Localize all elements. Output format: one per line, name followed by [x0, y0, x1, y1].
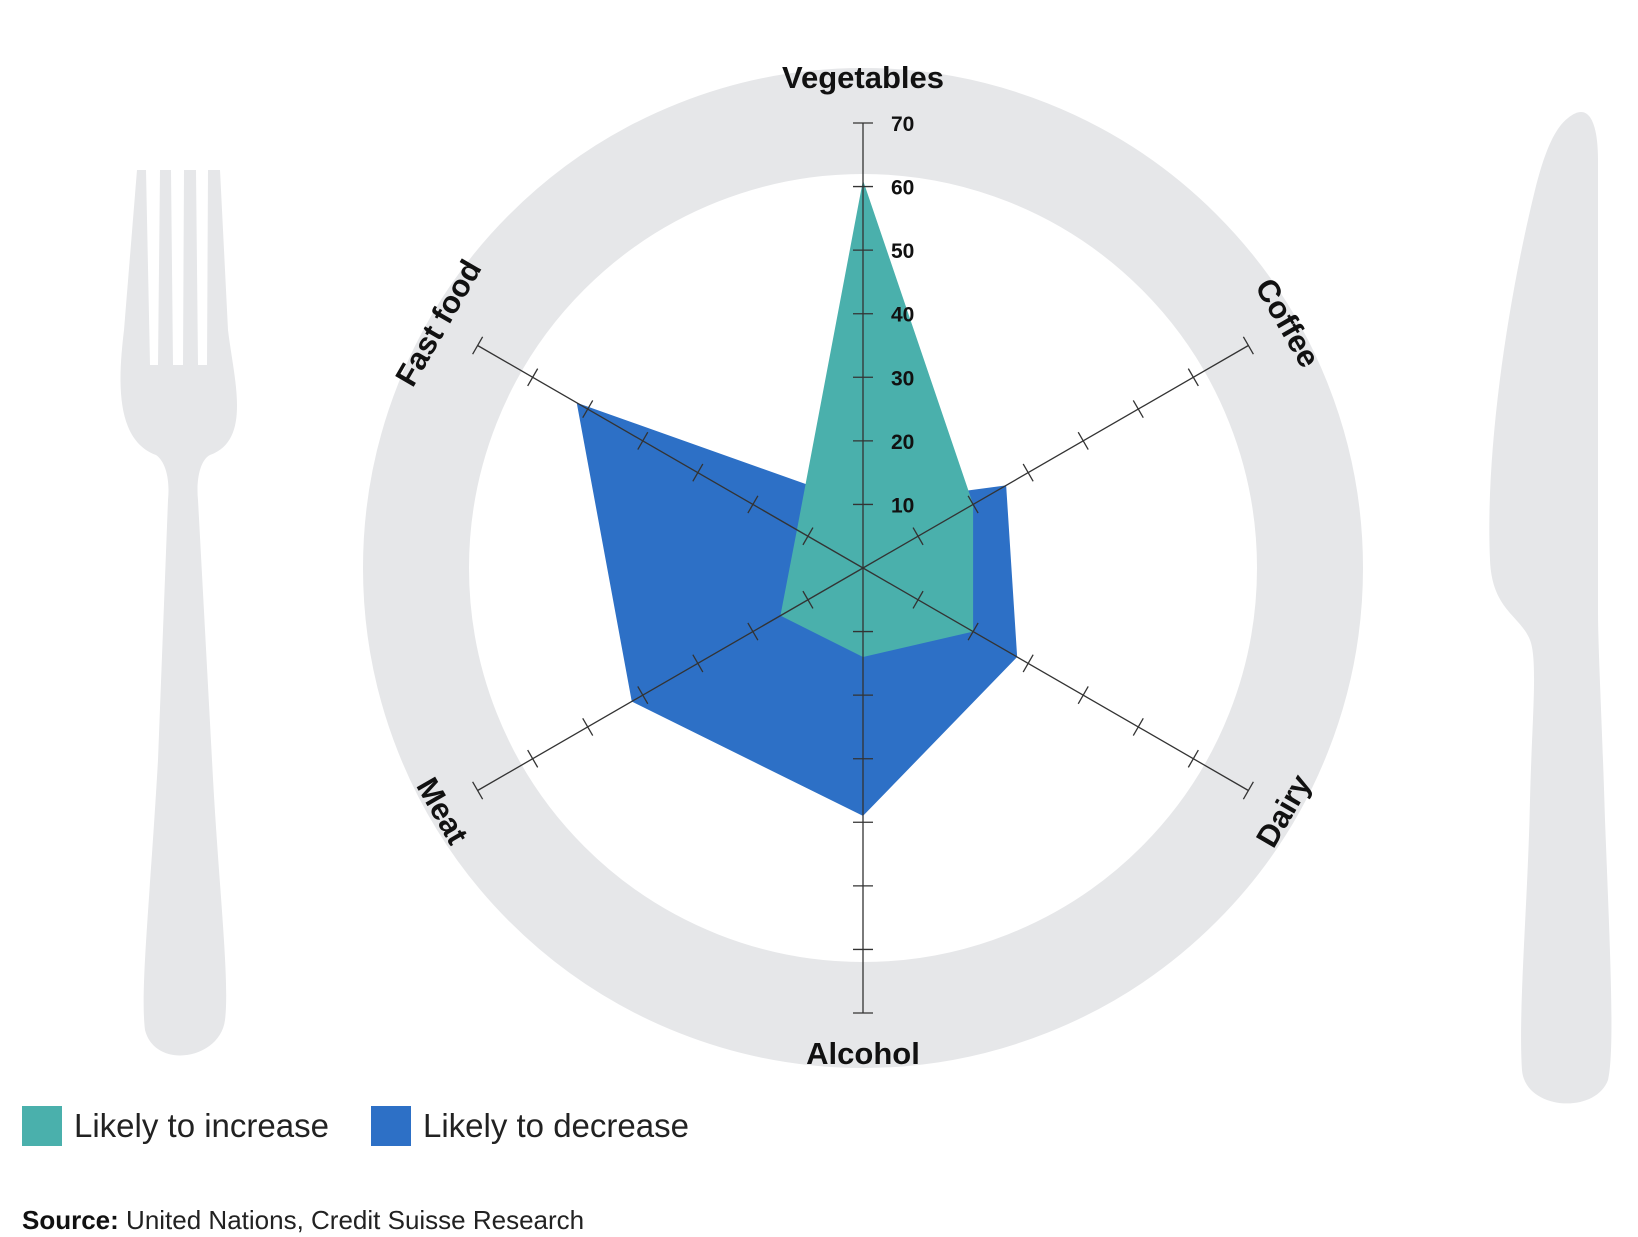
- tick-mark-5-2: [692, 463, 704, 482]
- tick-mark-5-6: [472, 336, 484, 355]
- tick-label-0: 10: [891, 494, 914, 517]
- tick-mark-2-4: [1132, 717, 1144, 736]
- radar-ticks: 10 20 30 40 50 60 70: [472, 113, 1254, 1014]
- legend-item-decrease: Likely to decrease: [370, 1106, 689, 1146]
- tick-label-6: 70: [891, 113, 914, 136]
- tick-label-3: 40: [891, 304, 914, 327]
- tick-mark-1-2: [1022, 463, 1034, 482]
- series-area-0: [780, 180, 974, 657]
- tick-mark-1-6: [1242, 336, 1254, 355]
- tick-mark-5-5: [527, 368, 539, 387]
- knife-icon: [1489, 112, 1612, 1104]
- source-note: Source: United Nations, Credit Suisse Re…: [22, 1205, 584, 1236]
- tick-mark-5-3: [637, 431, 649, 450]
- axis-line-1: [862, 344, 1249, 569]
- tick-mark-5-0: [802, 527, 814, 546]
- tick-mark-4-0: [802, 590, 814, 609]
- source-text: United Nations, Credit Suisse Research: [118, 1205, 585, 1235]
- tick-label-1: 20: [891, 431, 914, 454]
- fork-icon: [120, 170, 237, 1056]
- tick-mark-2-2: [1022, 654, 1034, 673]
- tick-mark-4-5: [527, 749, 539, 768]
- tick-mark-5-4: [582, 400, 594, 419]
- axis-label-vegetables: Vegetables: [782, 60, 944, 95]
- plate-icon: [363, 68, 1363, 1068]
- tick-mark-1-0: [912, 527, 924, 546]
- tick-mark-1-4: [1132, 400, 1144, 419]
- tick-mark-4-4: [582, 717, 594, 736]
- legend-swatch-increase: [22, 1106, 62, 1146]
- axis-line-5: [477, 344, 864, 569]
- tick-mark-1-1: [967, 495, 979, 514]
- tick-mark-1-3: [1077, 431, 1089, 450]
- tick-mark-4-6: [472, 781, 484, 800]
- tick-mark-5-1: [747, 495, 759, 514]
- tick-mark-4-3: [637, 686, 649, 705]
- axis-line-4: [477, 567, 864, 792]
- tick-mark-2-5: [1187, 749, 1199, 768]
- tick-label-5: 60: [891, 177, 914, 200]
- tick-mark-4-1: [747, 622, 759, 641]
- tick-mark-4-2: [692, 654, 704, 673]
- tick-mark-1-5: [1187, 368, 1199, 387]
- tick-label-4: 50: [891, 240, 914, 263]
- tick-mark-2-3: [1077, 686, 1089, 705]
- axis-line-2: [862, 567, 1249, 792]
- legend-label-decrease: Likely to decrease: [422, 1107, 689, 1144]
- tick-mark-2-1: [967, 622, 979, 641]
- tick-mark-2-6: [1242, 781, 1254, 800]
- source-prefix: Source:: [22, 1205, 119, 1235]
- radar-series: [576, 180, 1018, 816]
- legend-item-increase: Likely to increase: [22, 1106, 329, 1146]
- legend-label-increase: Likely to increase: [74, 1107, 329, 1144]
- legend: Likely to increase Likely to decrease: [22, 1106, 731, 1146]
- axis-label-alcohol: Alcohol: [806, 1036, 920, 1071]
- tick-label-2: 30: [891, 367, 914, 390]
- tick-mark-2-0: [912, 590, 924, 609]
- legend-swatch-decrease: [370, 1106, 411, 1146]
